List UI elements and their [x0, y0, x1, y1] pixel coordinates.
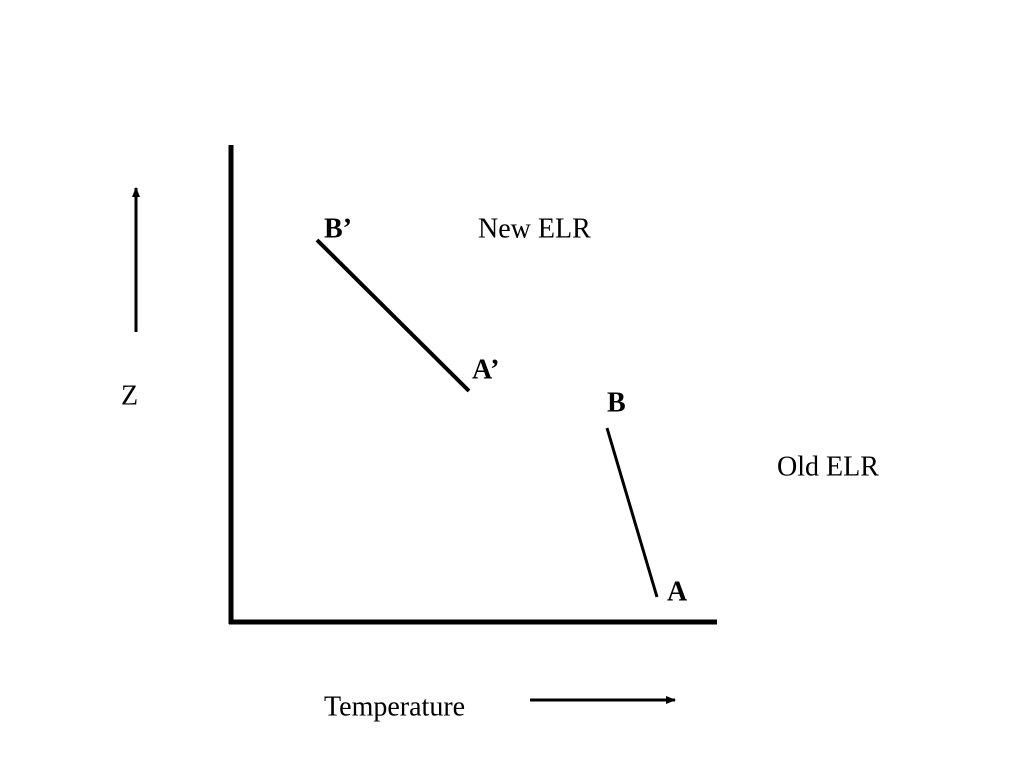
point-label: B: [607, 388, 626, 419]
point-label: A: [667, 577, 688, 608]
point-label: A’: [472, 355, 499, 386]
point-label: B’: [324, 214, 352, 245]
x-axis-label: Temperature: [324, 692, 465, 723]
new-elr-line: [315, 238, 471, 393]
y-axis-label: Z: [121, 381, 138, 412]
line-label: Old ELR: [777, 452, 879, 483]
old-elr-line: [605, 427, 659, 598]
line-label: New ELR: [478, 214, 591, 245]
